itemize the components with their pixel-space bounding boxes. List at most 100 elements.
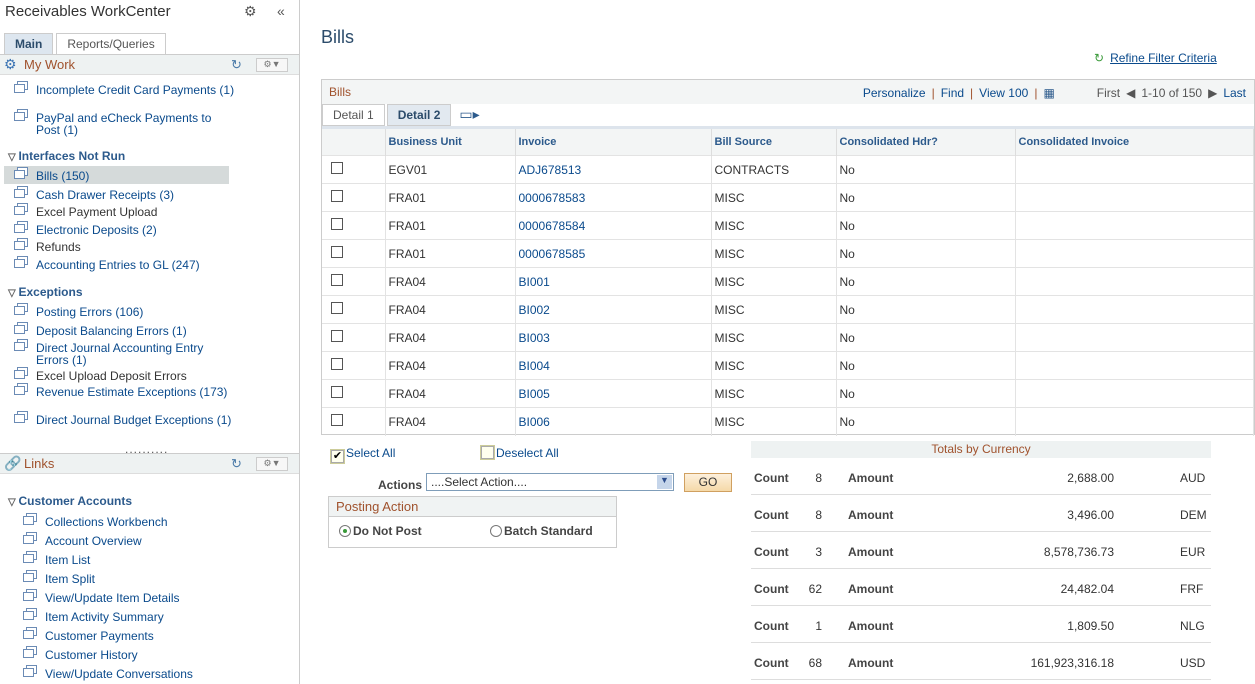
table-cell: MISC	[711, 183, 837, 212]
work-item[interactable]: Refunds	[14, 241, 236, 253]
invoice-link[interactable]: BI002	[518, 302, 550, 317]
column-header[interactable]: Invoice	[515, 126, 712, 156]
personalize-link[interactable]: Personalize	[862, 86, 926, 100]
work-item[interactable]: Deposit Balancing Errors (1)	[14, 325, 236, 337]
work-item[interactable]: Incomplete Credit Card Payments (1)	[14, 83, 235, 97]
work-item[interactable]: Bills (150)	[14, 170, 236, 182]
row-checkbox[interactable]	[331, 274, 343, 286]
invoice-link[interactable]: BI003	[518, 330, 550, 345]
link-item[interactable]: Customer History	[23, 649, 245, 661]
next-icon[interactable]: ▶	[1208, 86, 1218, 100]
work-item[interactable]: Excel Upload Deposit Errors	[14, 370, 236, 382]
amount-label: Amount	[848, 582, 894, 596]
row-checkbox[interactable]	[331, 218, 343, 230]
selected-highlight	[4, 166, 229, 184]
previous-icon[interactable]: ◀	[1126, 86, 1136, 100]
radio-do-not-post[interactable]: Do Not Post	[339, 524, 422, 538]
tab-reports-queries[interactable]: Reports/Queries	[56, 33, 166, 54]
gear-icon[interactable]: ⚙	[244, 3, 257, 19]
go-button[interactable]: GO	[684, 473, 732, 492]
work-item[interactable]: Accounting Entries to GL (247)	[14, 259, 236, 271]
find-link[interactable]: Find	[940, 86, 965, 100]
invoice-link[interactable]: 0000678583	[518, 190, 586, 205]
link-item[interactable]: Item List	[23, 554, 245, 566]
bills-table: Business Unit Invoice Bill Source Consol…	[322, 126, 1254, 436]
work-item[interactable]: Cash Drawer Receipts (3)	[14, 189, 236, 201]
select-all-button[interactable]: ✔ Select All	[330, 446, 395, 464]
totals-row: Count 3 Amount 8,578,736.73 EUR	[751, 532, 1211, 569]
download-grid-icon[interactable]: ▦	[1043, 86, 1055, 100]
collapse-icon[interactable]: «	[277, 3, 285, 19]
link-item[interactable]: Item Split	[23, 573, 245, 585]
work-item[interactable]: Posting Errors (106)	[14, 306, 236, 318]
show-all-columns-icon[interactable]: ▭▸	[453, 104, 486, 126]
radio-batch-standard[interactable]: Batch Standard	[490, 524, 593, 538]
invoice-link[interactable]: BI001	[518, 274, 550, 289]
link-item[interactable]: Account Overview	[23, 535, 245, 547]
invoice-link[interactable]: 0000678584	[518, 218, 586, 233]
column-header[interactable]: Consolidated Invoice	[1015, 126, 1254, 156]
group-header[interactable]: Exceptions	[8, 285, 82, 299]
table-row: FRA04 BI003 MISC No	[322, 323, 1254, 352]
my-work-header: ⚙ My Work ↻ ⚙▼	[0, 54, 299, 75]
work-item[interactable]: Excel Payment Upload	[14, 206, 236, 218]
link-item[interactable]: View/Update Conversations	[23, 668, 245, 680]
row-checkbox[interactable]	[331, 358, 343, 370]
row-select-cell	[322, 267, 386, 296]
refresh-icon[interactable]: ↻	[231, 57, 242, 72]
tab-detail-1[interactable]: Detail 1	[322, 104, 385, 126]
column-header[interactable]: Consolidated Hdr?	[836, 126, 1016, 156]
row-checkbox[interactable]	[331, 414, 343, 427]
tab-main[interactable]: Main	[4, 33, 54, 54]
work-item[interactable]: Direct Journal Budget Exceptions (1)	[14, 414, 236, 426]
invoice-link[interactable]: ADJ678513	[518, 162, 582, 177]
column-header[interactable]: Bill Source	[711, 126, 837, 156]
deselect-all-button[interactable]: Deselect All	[480, 445, 559, 460]
currency-code: FRF	[1180, 582, 1204, 596]
group-customer-accounts[interactable]: Customer Accounts	[8, 494, 132, 508]
row-checkbox[interactable]	[331, 246, 343, 258]
group-header[interactable]: Interfaces Not Run	[8, 149, 125, 163]
invoice-link[interactable]: BI005	[518, 386, 550, 401]
row-select-cell	[322, 211, 386, 240]
options-menu[interactable]: ⚙▼	[256, 58, 288, 72]
sidebar: Receivables WorkCenter ⚙ « Main Reports/…	[0, 0, 300, 684]
cell-value: MISC	[714, 274, 745, 289]
amount-label: Amount	[848, 471, 894, 485]
table-cell: MISC	[711, 211, 837, 240]
view-100-link[interactable]: View 100	[979, 86, 1029, 100]
splitter-handle[interactable]: ..........	[125, 442, 169, 456]
link-item[interactable]: Customer Payments	[23, 630, 245, 642]
row-checkbox[interactable]	[331, 162, 343, 174]
link-item[interactable]: Item Activity Summary	[23, 611, 245, 623]
work-item[interactable]: Electronic Deposits (2)	[14, 224, 236, 236]
refine-filter-link[interactable]: ↻ Refine Filter Criteria	[1094, 51, 1217, 65]
amount-value: 24,482.04	[1060, 582, 1114, 596]
link-item[interactable]: View/Update Item Details	[23, 592, 245, 604]
work-item[interactable]: Revenue Estimate Exceptions (173)	[14, 386, 236, 398]
row-select-cell	[322, 155, 386, 184]
row-checkbox[interactable]	[331, 190, 343, 202]
invoice-link[interactable]: BI006	[518, 414, 550, 429]
table-cell	[1015, 295, 1254, 324]
currency-code: NLG	[1180, 619, 1205, 633]
actions-select[interactable]: ....Select Action.... ▼	[426, 473, 674, 491]
options-menu[interactable]: ⚙▼	[256, 457, 288, 471]
row-checkbox[interactable]	[331, 386, 343, 398]
row-select-cell	[322, 239, 386, 268]
last-link[interactable]: Last	[1223, 86, 1246, 100]
table-cell	[1015, 323, 1254, 352]
work-item[interactable]: Direct Journal Accounting Entry Errors (…	[14, 342, 236, 366]
column-header[interactable]: Business Unit	[385, 126, 516, 156]
work-item[interactable]: PayPal and eCheck Payments to Post (1)	[14, 112, 236, 136]
row-checkbox[interactable]	[331, 330, 343, 342]
table-cell: 0000678585	[515, 239, 712, 268]
link-item[interactable]: Collections Workbench	[23, 516, 245, 528]
table-row: FRA04 BI005 MISC No	[322, 379, 1254, 408]
invoice-link[interactable]: 0000678585	[518, 246, 586, 261]
invoice-link[interactable]: BI004	[518, 358, 550, 373]
row-checkbox[interactable]	[331, 302, 343, 314]
tab-detail-2[interactable]: Detail 2	[386, 104, 452, 126]
refresh-icon[interactable]: ↻	[231, 456, 242, 471]
first-label: First	[1096, 86, 1121, 100]
